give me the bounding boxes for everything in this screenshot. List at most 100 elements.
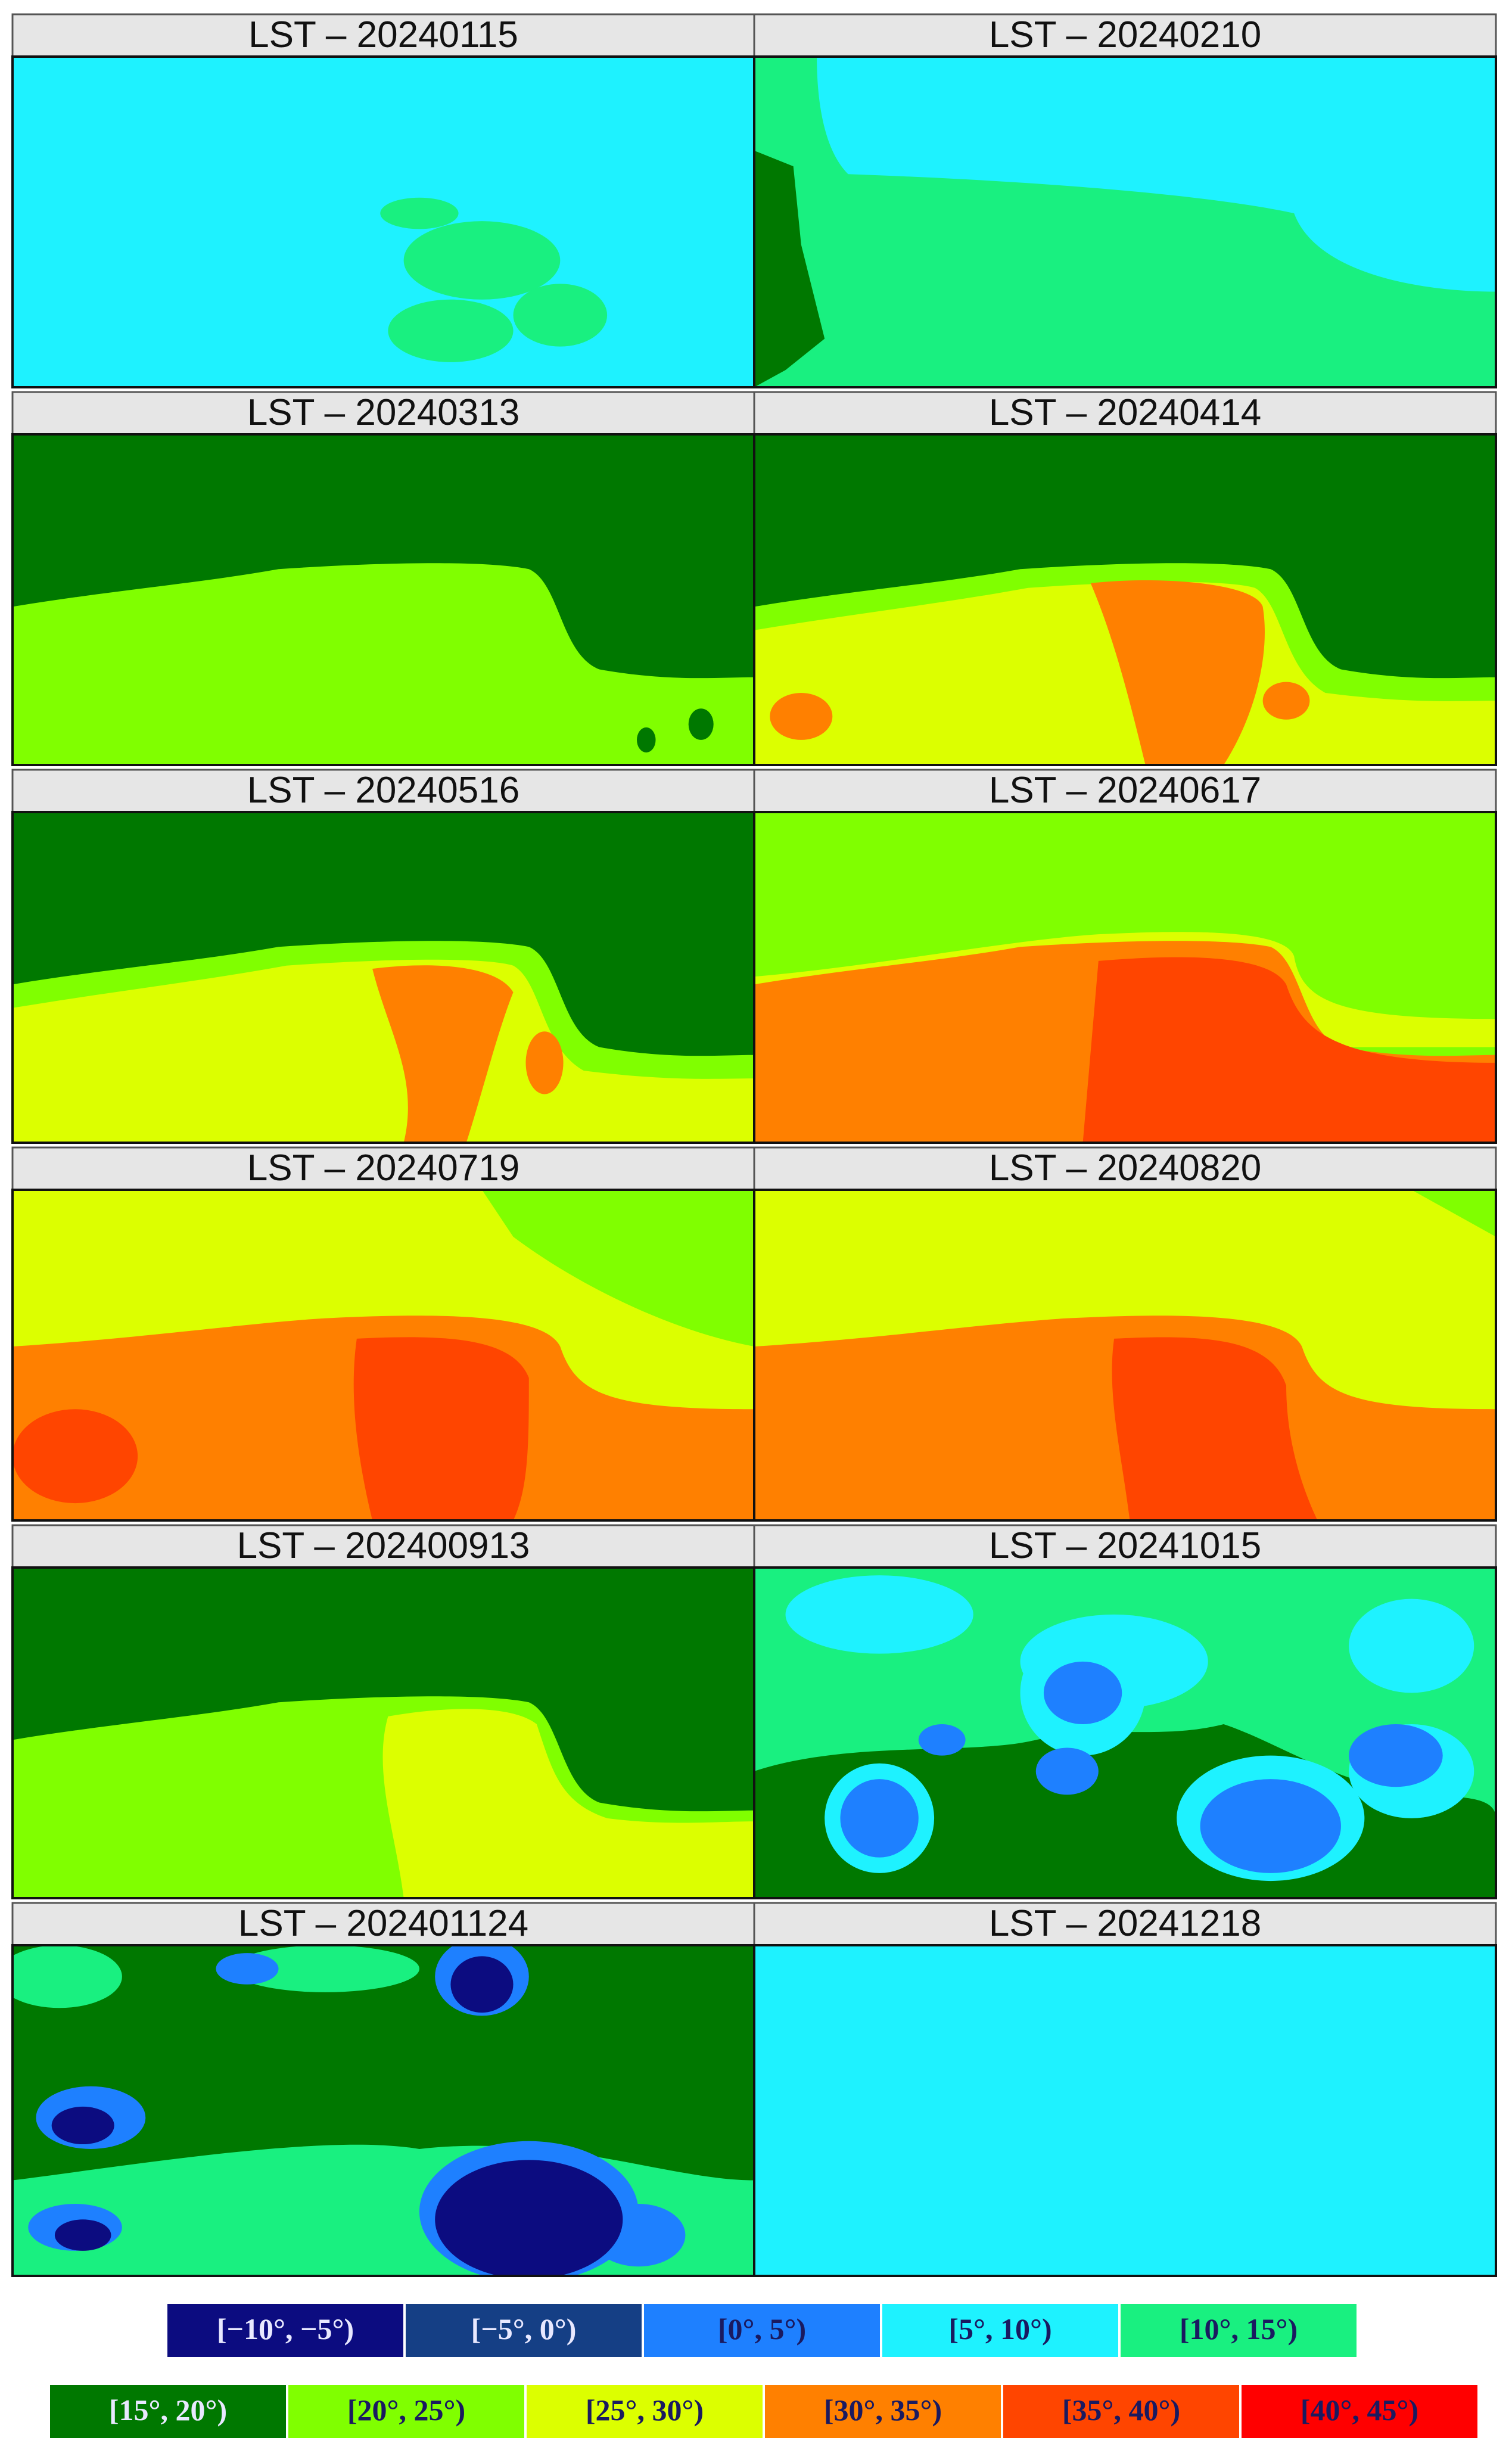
legend-label: [15°, 20°) [109,2393,227,2427]
panel-title-bar [753,13,1497,58]
map [13,57,754,387]
region [231,1945,419,1992]
region [13,959,754,1143]
region [372,965,514,1143]
panel-title: LST – 20241218 [989,1903,1261,1944]
region [957,542,1052,562]
map-border [753,811,1497,1144]
map [13,1190,754,1520]
region [13,1945,122,2008]
legend-swatch [882,2304,1118,2357]
map-panel: LST – 20240414 [753,391,1497,766]
region [817,57,1496,292]
region [382,1709,754,1898]
legend-label: [30°, 35°) [824,2393,942,2427]
region [481,1190,754,1347]
map-border [753,55,1497,388]
region [1082,957,1496,1143]
legend-label: [−5°, 0°) [471,2312,577,2346]
map-border [753,1566,1497,1899]
region [388,299,514,362]
region [513,284,608,347]
map [13,812,754,1143]
legend-label: [20°, 25°) [347,2393,465,2427]
region [1090,580,1265,765]
map-panel: LST – 20241218 [753,1902,1497,2277]
legend-label: [10°, 15°) [1180,2312,1298,2346]
region [13,1409,138,1504]
panel-title: LST – 20240820 [989,1147,1261,1189]
legend-swatch [50,2385,286,2438]
region [637,727,656,752]
panel-title-bar [753,1902,1497,1946]
legend-label: [5°, 10°) [948,2312,1051,2346]
map-border [753,1189,1497,1522]
region [435,2160,623,2276]
region [54,2219,111,2251]
region [13,57,754,387]
map-panel: LST – 20240115 [11,13,755,388]
panel-title: LST – 20240115 [248,14,518,55]
panel-title: LST – 20240719 [247,1147,519,1189]
panel-title: LST – 20241015 [989,1525,1261,1566]
legend-label: [−10°, −5°) [217,2312,354,2346]
panel-title-bar [11,769,755,813]
region [51,2106,114,2145]
region [754,1945,1496,2276]
map [754,812,1496,1143]
legend-label: [40°, 45°) [1301,2393,1418,2427]
map [754,1568,1496,1898]
region [403,221,561,300]
region [1262,682,1310,720]
region [1043,1661,1122,1725]
region [918,1724,966,1756]
panel-title: LST – 20240414 [989,392,1261,433]
region [770,693,833,740]
map-panel: LST – 20240719 [11,1146,755,1522]
map [13,1945,754,2276]
region [1035,1747,1099,1795]
legend-label: [25°, 30°) [586,2393,704,2427]
map-border [753,1944,1497,2277]
region [353,1337,529,1520]
legend-swatch [644,2304,880,2357]
legend-swatch [1242,2385,1477,2438]
map-panel: LST – 20240820 [753,1146,1497,1522]
region [1112,1337,1318,1520]
panel-title-bar [753,769,1497,813]
map [754,1190,1496,1520]
panel-title: LST – 202400913 [237,1525,530,1566]
panel-title-bar [11,391,755,436]
legend-label: [35°, 40°) [1062,2393,1180,2427]
map-panel: LST – 20240516 [11,769,755,1144]
legend-label: [0°, 5°) [718,2312,806,2346]
region [785,1575,973,1654]
map-panel: LST – 20240210 [753,13,1497,388]
region [754,150,825,387]
region [450,1956,514,2013]
map [13,434,754,765]
region [1411,1190,1496,1237]
region [1200,1779,1341,1873]
panel-title-bar [11,1902,755,1946]
legend-swatch [527,2385,763,2438]
region [216,1953,279,1985]
panel-title-bar [753,1146,1497,1191]
region [1349,1724,1443,1787]
map-panel: LST – 202401124 [11,1902,755,2277]
legend-swatch [1003,2385,1239,2438]
panel-title-bar [753,391,1497,436]
legend-swatch [765,2385,1001,2438]
panel-title: LST – 20240617 [989,770,1261,811]
panel-title-bar [11,13,755,58]
legend-swatch [167,2304,403,2357]
panel-title: LST – 20240313 [247,392,519,433]
region [13,563,754,765]
map [754,57,1496,387]
legend-swatch [288,2385,524,2438]
map-border [753,433,1497,766]
panel-title: LST – 20240210 [989,14,1261,55]
region [223,929,271,946]
panel-title-bar [753,1524,1497,1569]
map [754,1945,1496,2276]
